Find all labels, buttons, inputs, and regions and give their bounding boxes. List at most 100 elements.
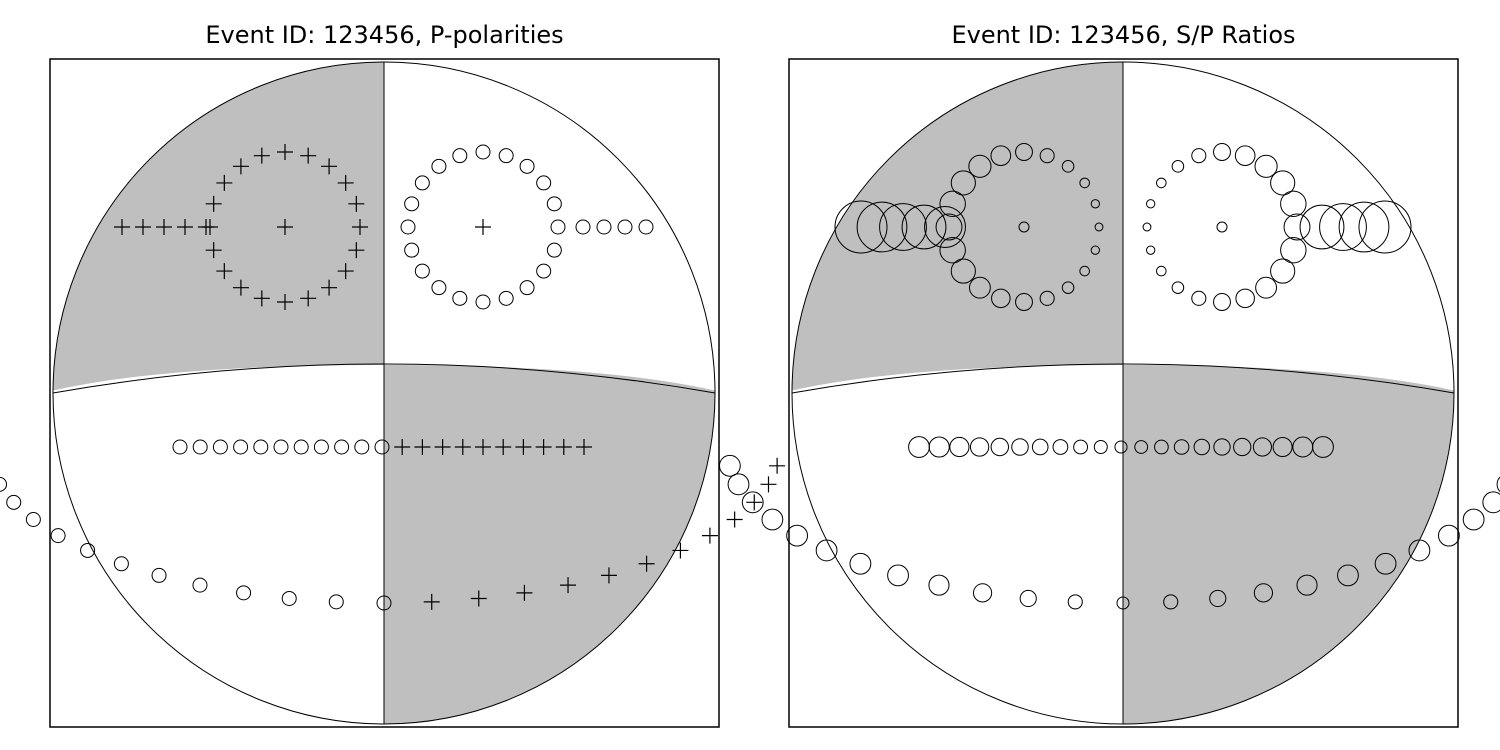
ratio-circle-marker: [1235, 288, 1255, 309]
ratio-circle-marker: [949, 436, 970, 458]
ratio-circle-marker: [1011, 438, 1029, 456]
dilatational-circle-marker: [281, 590, 297, 606]
compressional-plus-marker: [300, 147, 317, 164]
ratio-circle-marker: [1299, 204, 1345, 250]
dilatational-circle-marker: [536, 175, 552, 191]
ratio-circle-marker: [1052, 439, 1069, 455]
ratio-circle-marker: [1018, 221, 1030, 233]
compressional-plus-marker: [726, 511, 743, 528]
ratio-circle-marker: [968, 276, 991, 299]
polarity-panel: [0, 58, 786, 728]
compressional-plus-marker: [337, 174, 354, 191]
ratio-circle-marker: [1216, 221, 1228, 233]
compressional-plus-marker: [177, 219, 193, 235]
compressional-plus-marker: [516, 584, 533, 601]
ratio-circle-marker: [1116, 596, 1130, 610]
ratio-circle-marker: [1171, 160, 1185, 173]
ratio-circle-marker: [1093, 440, 1108, 454]
ratio-circle-marker: [1015, 143, 1033, 161]
ratio-circle-marker: [939, 236, 966, 264]
compressional-plus-marker: [205, 195, 222, 212]
ratio-circle-marker: [887, 564, 909, 587]
ratio-circle-marker: [741, 491, 764, 514]
ratio-circle-marker: [1253, 583, 1274, 603]
dilatational-circle-marker: [212, 439, 228, 455]
ratio-circle-marker: [1438, 524, 1460, 547]
nodal-plane-horizontal: [792, 363, 1454, 394]
compressional-plus-marker: [495, 439, 512, 455]
beachball: [792, 62, 1454, 724]
center-plus-marker: [475, 219, 491, 235]
dilatational-circle-marker: [313, 439, 329, 455]
ratio-circle-marker: [1114, 440, 1128, 454]
dilatational-circle-marker: [498, 290, 514, 306]
compressional-plus-marker: [114, 219, 130, 235]
compressional-plus-marker: [277, 144, 293, 160]
compressional-plus-marker: [348, 242, 365, 259]
dilatational-circle-marker: [550, 219, 566, 235]
dilatational-circle-marker: [575, 219, 591, 235]
compressional-plus-marker: [423, 593, 440, 610]
ratio-circle-marker: [928, 436, 950, 458]
compressional-plus-marker: [470, 590, 487, 607]
ratio-circle-marker: [856, 201, 908, 253]
ratio-circle-marker: [1270, 258, 1296, 284]
dilatational-circle-marker: [80, 542, 96, 558]
dilatational-circle-marker: [273, 439, 289, 455]
ratio-circle-marker: [1171, 281, 1185, 294]
ratio-circle-marker: [1280, 190, 1307, 218]
ratio-circle-marker: [1073, 439, 1089, 455]
compressional-plus-marker: [454, 439, 471, 455]
ratio-circle-marker: [718, 454, 741, 477]
compressional-plus-marker: [576, 439, 592, 455]
dilatational-circle-marker: [452, 148, 468, 164]
compressional-plus-marker: [600, 567, 617, 584]
ratio-circle-marker: [1019, 589, 1037, 608]
right-panel-title: Event ID: 123456, S/P Ratios: [951, 21, 1296, 49]
ratio-circle-marker: [1280, 236, 1307, 264]
ratio-circle-marker: [815, 539, 838, 562]
ratio-circle-marker: [761, 508, 784, 531]
dilatational-circle-marker: [498, 148, 514, 164]
compressional-plus-marker: [135, 219, 151, 235]
ratio-circle-marker: [1079, 265, 1090, 277]
ratio-circle-marker: [1090, 245, 1100, 255]
compressional-plus-marker: [515, 439, 532, 455]
ratio-circle-marker: [1031, 438, 1049, 456]
ratio-circle-marker: [1496, 476, 1500, 493]
ratio-circle-marker: [1213, 438, 1231, 456]
ratio-circle-marker: [1156, 177, 1167, 189]
compressional-plus-marker: [434, 439, 451, 455]
ratio-panel: [718, 58, 1500, 728]
ratio-circle-marker: [990, 437, 1010, 457]
dilatational-circle-marker: [253, 439, 269, 455]
ratio-circle-marker: [924, 206, 966, 248]
compressional-plus-marker: [535, 439, 552, 455]
ratio-circle-marker: [1312, 436, 1334, 458]
ratio-circle-marker: [1234, 145, 1256, 167]
dilatational-circle-marker: [546, 196, 562, 212]
compressional-plus-marker: [321, 158, 338, 175]
dilatational-circle-marker: [376, 595, 392, 611]
dilatational-circle-marker: [596, 219, 612, 235]
ratio-circle-marker: [991, 288, 1011, 309]
dilatational-circle-marker: [6, 494, 22, 510]
ratio-circle-marker: [1191, 148, 1207, 164]
compressional-plus-marker: [337, 263, 354, 280]
dilatational-circle-marker: [192, 439, 208, 455]
dilatational-circle-marker: [638, 219, 654, 235]
ratio-circle-marker: [834, 200, 888, 254]
dilatational-circle-marker: [519, 280, 535, 296]
dilatational-circle-marker: [475, 294, 491, 310]
ratio-circle-marker: [939, 190, 966, 218]
ratio-circle-marker: [1213, 293, 1231, 311]
ratio-circle-marker: [1254, 154, 1278, 178]
dilatational-circle-marker: [0, 476, 8, 492]
ratio-circle-marker: [1146, 245, 1156, 255]
ratio-circle-marker: [1193, 438, 1211, 456]
ratio-circle-marker: [1191, 290, 1207, 306]
compressional-plus-marker: [300, 290, 317, 307]
compressional-plus-marker: [760, 476, 777, 493]
compressional-plus-marker: [321, 279, 338, 296]
left-panel-title: Event ID: 123456, P-polarities: [205, 21, 564, 49]
